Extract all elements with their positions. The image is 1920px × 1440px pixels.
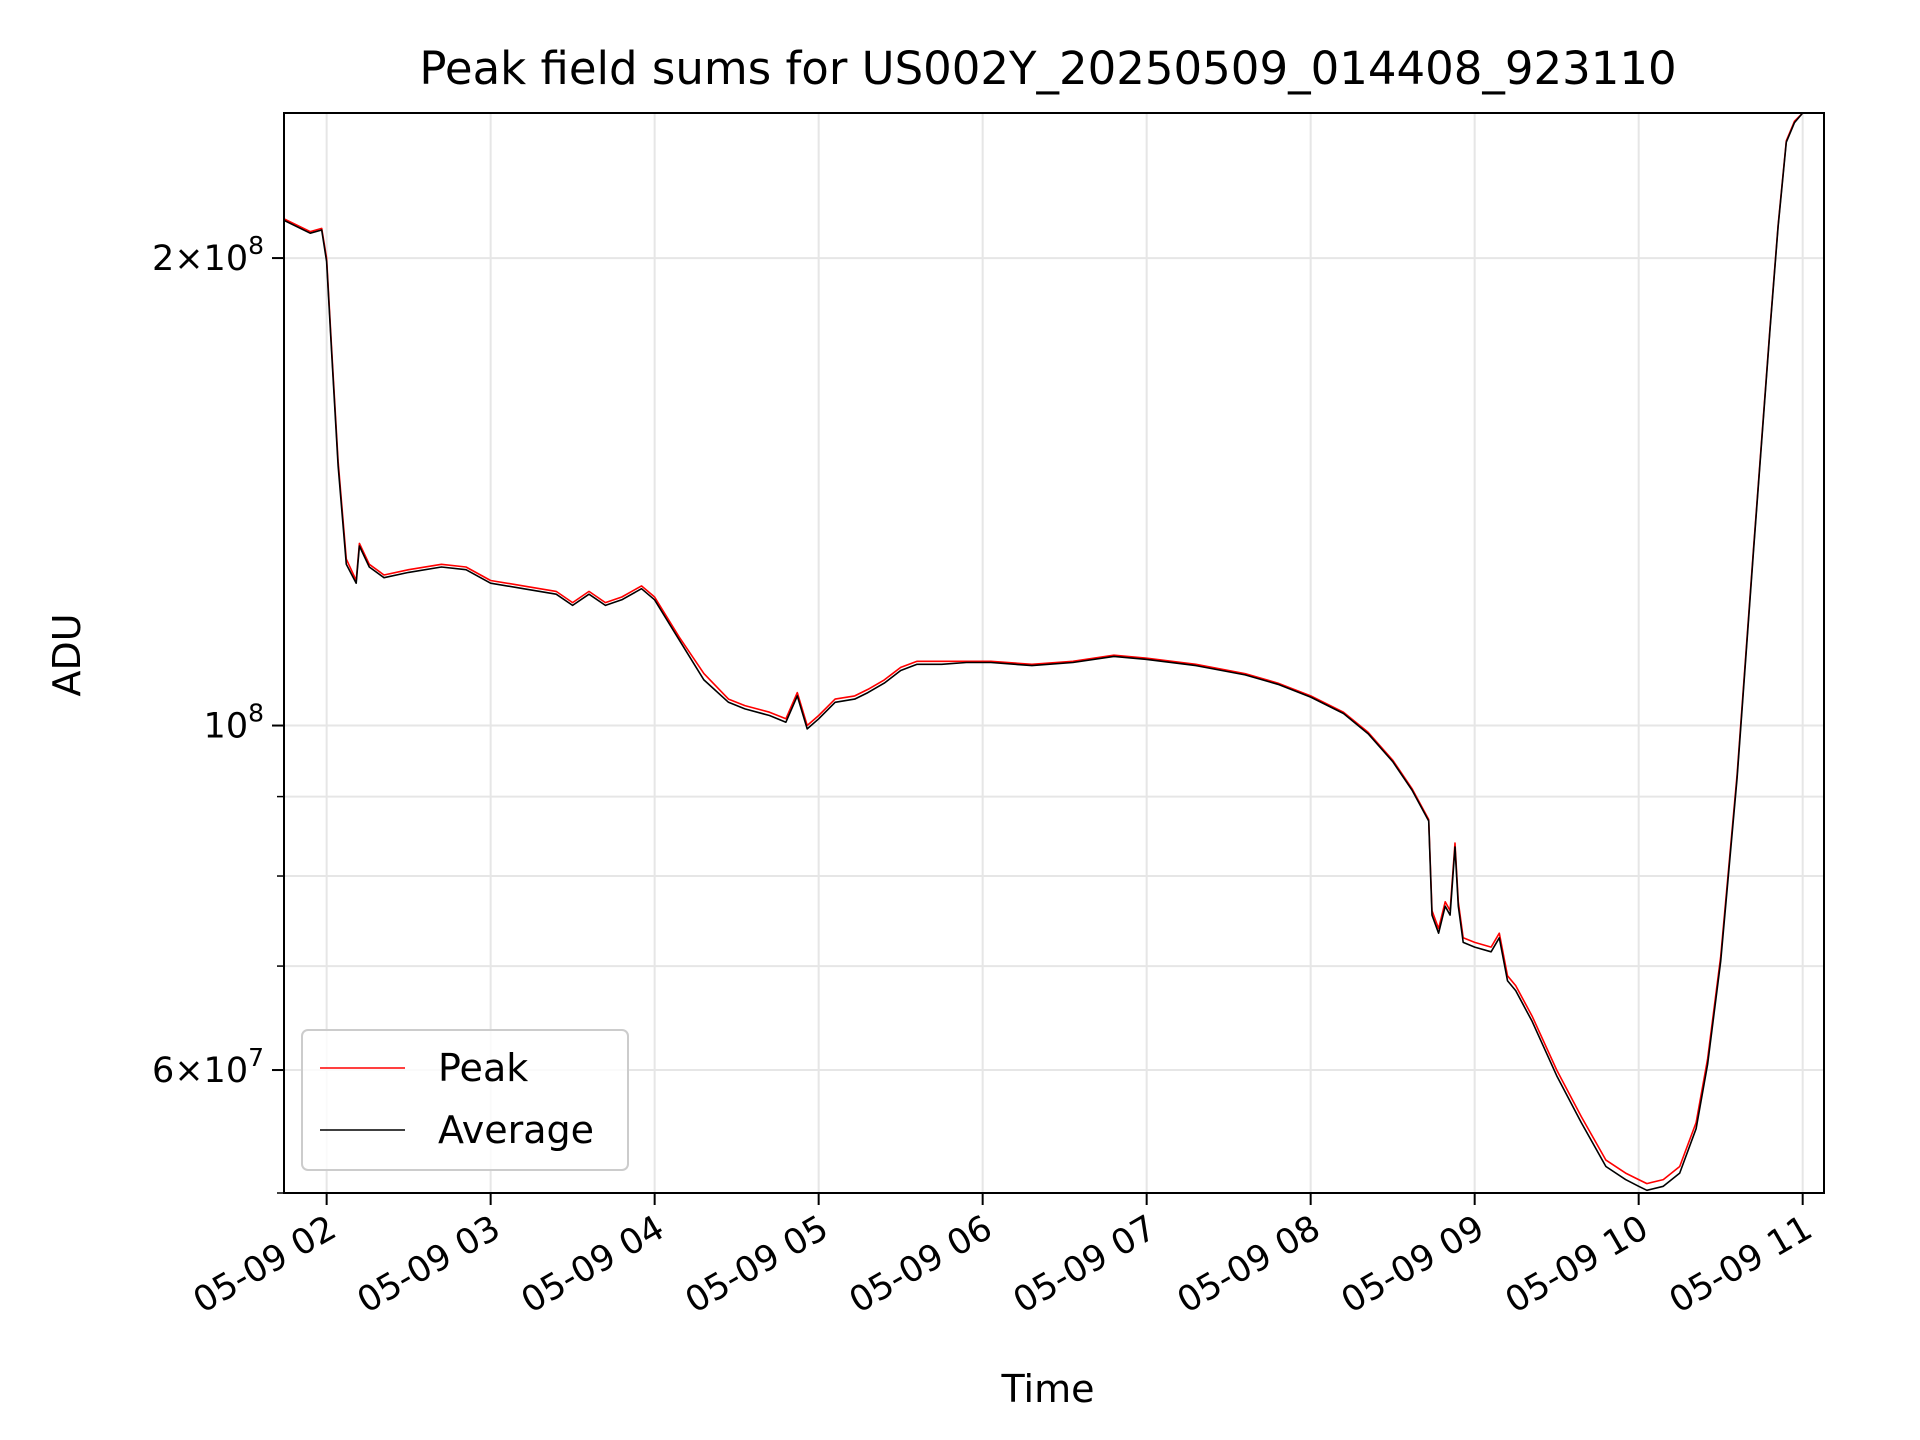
series-line-peak xyxy=(284,113,1806,1185)
y-tick-label: 2×108 xyxy=(152,231,264,279)
y-tick-label: 108 xyxy=(204,699,264,747)
legend: Peak Average xyxy=(301,1029,629,1171)
x-axis-label: Time xyxy=(1001,1367,1095,1411)
y-axis-label: ADU xyxy=(45,613,89,696)
legend-label-peak: Peak xyxy=(438,1046,528,1090)
series-line-average xyxy=(284,113,1806,1192)
chart-title: Peak field sums for US002Y_20250509_0144… xyxy=(419,42,1676,95)
plot-frame xyxy=(283,112,1825,1194)
legend-box xyxy=(301,1029,629,1171)
series-layer xyxy=(284,113,1806,1192)
y-axis: 2×108 108 6×107 xyxy=(152,231,284,1194)
y-tick-label: 6×107 xyxy=(152,1043,264,1091)
legend-label-average: Average xyxy=(438,1108,594,1152)
